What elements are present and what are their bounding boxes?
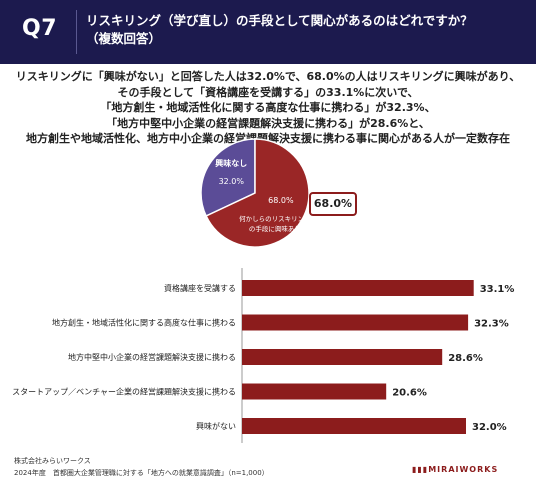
bar-value-label: 33.1% bbox=[480, 284, 515, 295]
pie-slice-value: 32.0% bbox=[219, 177, 245, 186]
category-label: 資格講座を受講する bbox=[164, 283, 236, 293]
bar-value-label: 28.6% bbox=[448, 353, 483, 364]
bar bbox=[242, 349, 443, 365]
pie-slice-label: 興味なし bbox=[215, 158, 247, 168]
logo-mark: ▮▮▮ bbox=[412, 465, 429, 474]
footer-source: 2024年度 首都圏大企業管理職に対する「地方への就業意識調査」（n=1,000… bbox=[14, 469, 269, 477]
bar-value-label: 32.3% bbox=[474, 319, 509, 330]
pie-slice bbox=[200, 138, 256, 217]
summary-line: 地方創生や地域活性化、地方中小企業の経営課題解決支援に携わる事に関心がある人が一… bbox=[26, 132, 510, 145]
summary-line: 「地方創生・地域活性化に関する高度な仕事に携わる」が32.3%、 bbox=[100, 101, 436, 114]
bar bbox=[242, 383, 387, 400]
bar-chart: 資格講座を受講する 33.1% 地方創生・地域活性化に関する高度な仕事に携わる 32.… bbox=[12, 268, 515, 443]
summary-line: 「地方中堅中小企業の経営課題解決支援に携わる」が28.6%と、 bbox=[106, 116, 430, 130]
question-number: Q7 bbox=[22, 16, 58, 41]
pie-slice-value: 68.0% bbox=[268, 196, 294, 205]
category-label: 興味がない bbox=[196, 421, 236, 431]
category-label: スタートアップ／ベンチャー企業の経営課題解決支援に携わる bbox=[12, 387, 236, 397]
category-label: 地方創生・地域活性化に関する高度な仕事に携わる bbox=[52, 318, 236, 328]
summary-line: その手段として「資格講座を受講する」の33.1%に次いで、 bbox=[117, 85, 419, 99]
bar-value-label: 32.0% bbox=[472, 422, 507, 433]
bar-value-label: 20.6% bbox=[392, 388, 427, 399]
pie-slice bbox=[205, 138, 310, 248]
question-box: Q7 bbox=[0, 0, 76, 64]
summary-text: リスキリングに「興味がない」と回答した人は32.0%で、68.0%の人はリスキリ… bbox=[0, 69, 536, 147]
brand-logo: ▮▮▮ MIRAIWORKS bbox=[412, 465, 498, 474]
bar bbox=[242, 280, 474, 296]
category-label: 地方中堅中小企業の経営課題解決支援に携わる bbox=[68, 352, 236, 362]
header-bar: Q7 リスキリング（学び直し）の手段として関心があるのはどれですか？ （複数回答… bbox=[0, 0, 536, 64]
header-divider bbox=[76, 10, 77, 54]
bar bbox=[242, 418, 466, 434]
pie-slice-label: の手段に興味あり bbox=[249, 224, 301, 233]
bar bbox=[242, 314, 469, 331]
footer-company: 株式会社みらいワークス bbox=[14, 457, 91, 465]
summary-line: リスキリングに「興味がない」と回答した人は32.0%で、68.0%の人はリスキリ… bbox=[15, 70, 521, 83]
pie-slice-label: 何かしらのリスキリング bbox=[239, 214, 310, 223]
logo-text: MIRAIWORKS bbox=[428, 465, 499, 474]
question-title: リスキリング（学び直し）の手段として関心があるのはどれですか？ （複数回答） bbox=[86, 13, 473, 46]
pie-callout: 68.0% bbox=[309, 192, 357, 216]
